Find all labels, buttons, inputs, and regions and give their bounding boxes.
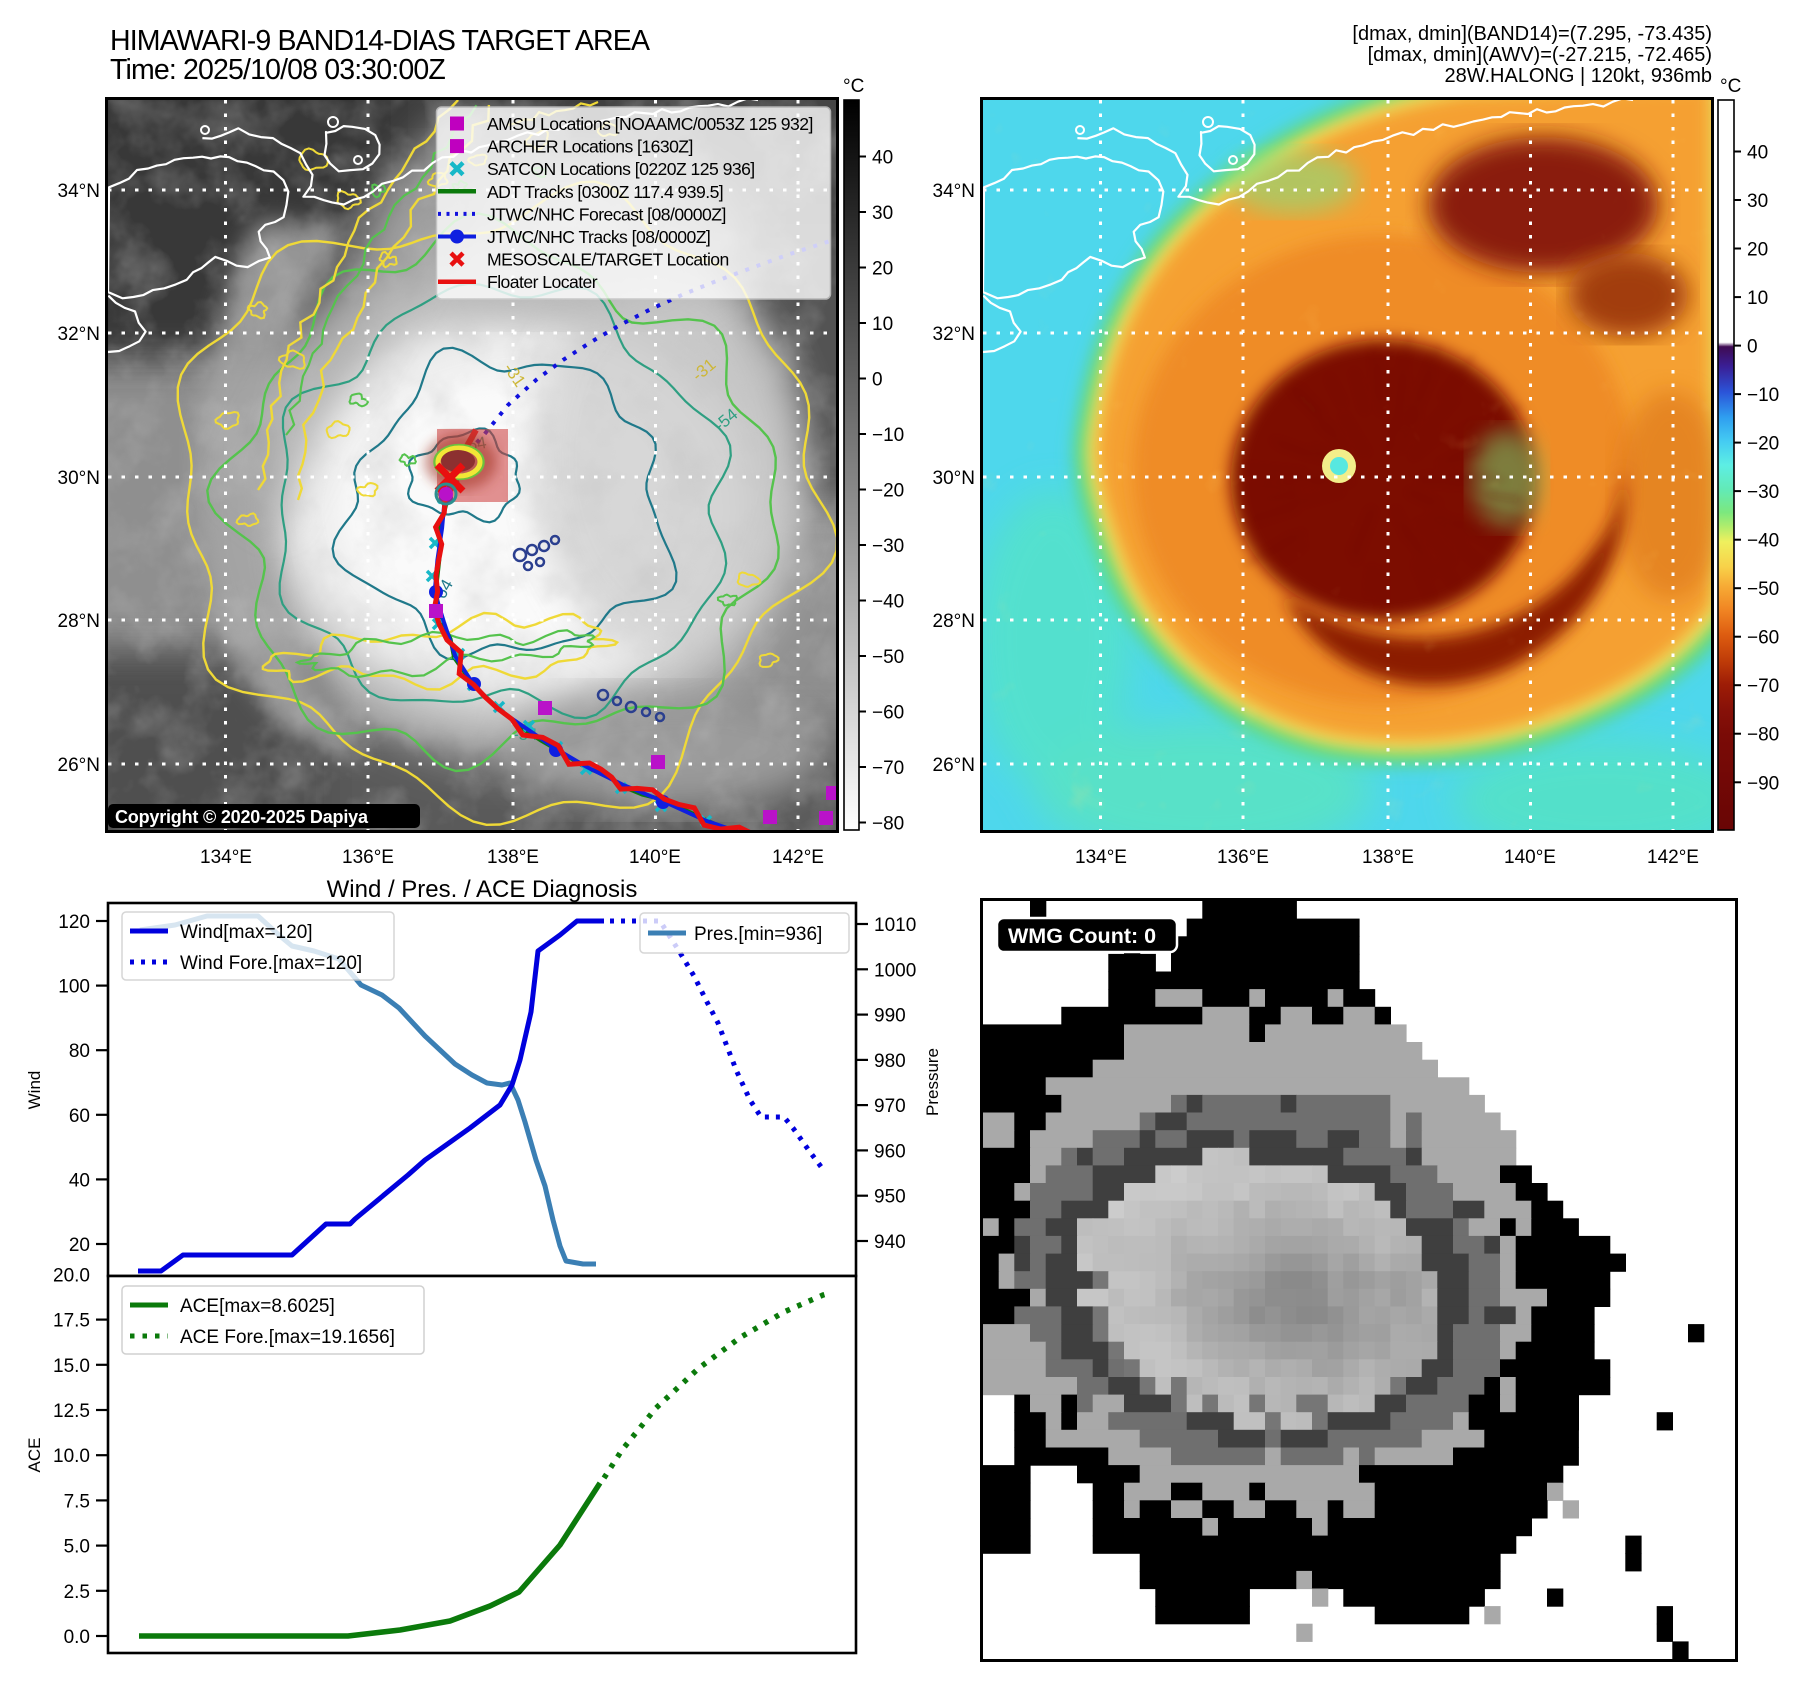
svg-text:−10: −10 [872, 425, 904, 446]
svg-text:136°E: 136°E [342, 847, 394, 868]
svg-text:ADT Tracks [0300Z 117.4 939.5]: ADT Tracks [0300Z 117.4 939.5] [487, 182, 723, 202]
svg-text:−50: −50 [1747, 579, 1779, 600]
svg-text:MESOSCALE/TARGET Location: MESOSCALE/TARGET Location [487, 250, 729, 270]
svg-text:32°N: 32°N [58, 324, 100, 345]
svg-text:34°N: 34°N [58, 181, 100, 202]
svg-text:−80: −80 [872, 814, 904, 835]
svg-text:26°N: 26°N [58, 755, 100, 776]
svg-text:17.5: 17.5 [53, 1311, 90, 1332]
svg-text:40: 40 [69, 1170, 90, 1191]
svg-text:Time: 2025/10/08 03:30:00Z: Time: 2025/10/08 03:30:00Z [110, 54, 445, 86]
svg-text:5.0: 5.0 [64, 1537, 90, 1558]
svg-text:7.5: 7.5 [64, 1491, 90, 1512]
svg-text:0: 0 [1747, 337, 1758, 358]
svg-text:140°E: 140°E [629, 847, 681, 868]
svg-text:Wind / Pres. / ACE Diagnosis: Wind / Pres. / ACE Diagnosis [327, 876, 638, 903]
svg-text:32°N: 32°N [933, 324, 975, 345]
svg-text:°C: °C [1720, 76, 1741, 97]
svg-text:−90: −90 [1747, 773, 1779, 794]
svg-text:−20: −20 [1747, 434, 1779, 455]
svg-text:Pressure: Pressure [923, 1048, 942, 1116]
svg-text:Copyright © 2020-2025 Dapiya: Copyright © 2020-2025 Dapiya [115, 807, 369, 827]
svg-text:140°E: 140°E [1504, 847, 1556, 868]
svg-text:134°E: 134°E [200, 847, 252, 868]
svg-text:Pres.[min=936]: Pres.[min=936] [694, 924, 822, 945]
svg-text:30: 30 [872, 203, 893, 224]
svg-text:10: 10 [872, 314, 893, 335]
svg-text:10: 10 [1747, 288, 1768, 309]
svg-text:Wind[max=120]: Wind[max=120] [180, 922, 313, 943]
svg-text:10.0: 10.0 [53, 1446, 90, 1467]
svg-text:20: 20 [69, 1235, 90, 1256]
svg-text:40: 40 [1747, 143, 1768, 164]
svg-text:−30: −30 [1747, 482, 1779, 503]
svg-text:−60: −60 [872, 703, 904, 724]
svg-text:ARCHER Locations [1630Z]: ARCHER Locations [1630Z] [487, 137, 693, 157]
svg-text:−50: −50 [872, 647, 904, 668]
svg-text:°C: °C [843, 76, 864, 97]
svg-text:Floater Locater: Floater Locater [487, 272, 598, 292]
svg-text:30°N: 30°N [58, 468, 100, 489]
svg-text:990: 990 [874, 1006, 906, 1027]
svg-text:28°N: 28°N [58, 611, 100, 632]
svg-text:[dmax, dmin](BAND14)=(7.295, -: [dmax, dmin](BAND14)=(7.295, -73.435) [1352, 23, 1712, 45]
svg-text:20: 20 [872, 259, 893, 280]
svg-text:142°E: 142°E [1647, 847, 1699, 868]
svg-text:0.0: 0.0 [64, 1627, 90, 1648]
svg-text:1010: 1010 [874, 915, 916, 936]
svg-text:138°E: 138°E [487, 847, 539, 868]
svg-text:ACE: ACE [25, 1438, 44, 1473]
svg-text:80: 80 [69, 1041, 90, 1062]
svg-text:980: 980 [874, 1051, 906, 1072]
svg-text:−10: −10 [1747, 385, 1779, 406]
svg-text:940: 940 [874, 1232, 906, 1253]
svg-text:138°E: 138°E [1362, 847, 1414, 868]
svg-text:960: 960 [874, 1141, 906, 1162]
svg-text:−70: −70 [872, 758, 904, 779]
svg-text:142°E: 142°E [772, 847, 824, 868]
svg-text:HIMAWARI-9 BAND14-DIAS TARGET: HIMAWARI-9 BAND14-DIAS TARGET AREA [110, 25, 650, 57]
svg-text:−60: −60 [1747, 628, 1779, 649]
svg-text:0: 0 [872, 370, 883, 391]
svg-text:JTWC/NHC Tracks [08/0000Z]: JTWC/NHC Tracks [08/0000Z] [487, 227, 710, 247]
svg-text:134°E: 134°E [1075, 847, 1127, 868]
svg-text:20.0: 20.0 [53, 1265, 90, 1286]
svg-text:1000: 1000 [874, 960, 916, 981]
svg-text:120: 120 [58, 912, 90, 933]
svg-text:28°N: 28°N [933, 611, 975, 632]
svg-text:−30: −30 [872, 536, 904, 557]
svg-text:−40: −40 [872, 592, 904, 613]
svg-text:30°N: 30°N [933, 468, 975, 489]
svg-text:Wind Fore.[max=120]: Wind Fore.[max=120] [180, 953, 362, 974]
svg-text:−20: −20 [872, 481, 904, 502]
svg-text:40: 40 [872, 148, 893, 169]
svg-text:WMG Count: 0: WMG Count: 0 [1008, 924, 1156, 948]
svg-text:Wind: Wind [25, 1071, 44, 1110]
svg-text:26°N: 26°N [933, 755, 975, 776]
svg-text:ACE[max=8.6025]: ACE[max=8.6025] [180, 1296, 335, 1317]
svg-text:34°N: 34°N [933, 181, 975, 202]
svg-text:2.5: 2.5 [64, 1582, 90, 1603]
svg-text:100: 100 [58, 977, 90, 998]
svg-text:30: 30 [1747, 191, 1768, 212]
svg-text:15.0: 15.0 [53, 1356, 90, 1377]
svg-text:−70: −70 [1747, 676, 1779, 697]
svg-text:20: 20 [1747, 240, 1768, 261]
svg-text:SATCON Locations [0220Z 125 93: SATCON Locations [0220Z 125 936] [487, 159, 755, 179]
svg-text:AMSU Locations [NOAAMC/0053Z 1: AMSU Locations [NOAAMC/0053Z 125 932] [487, 114, 813, 134]
svg-text:12.5: 12.5 [53, 1401, 90, 1422]
svg-text:60: 60 [69, 1106, 90, 1127]
svg-text:JTWC/NHC Forecast [08/0000Z]: JTWC/NHC Forecast [08/0000Z] [487, 204, 726, 224]
svg-text:−40: −40 [1747, 531, 1779, 552]
svg-text:970: 970 [874, 1096, 906, 1117]
svg-text:ACE Fore.[max=19.1656]: ACE Fore.[max=19.1656] [180, 1327, 395, 1348]
svg-text:136°E: 136°E [1217, 847, 1269, 868]
svg-text:−80: −80 [1747, 725, 1779, 746]
svg-text:[dmax, dmin](AWV)=(-27.215, -7: [dmax, dmin](AWV)=(-27.215, -72.465) [1368, 44, 1712, 66]
svg-text:28W.HALONG | 120kt, 936mb: 28W.HALONG | 120kt, 936mb [1444, 65, 1712, 87]
svg-text:950: 950 [874, 1187, 906, 1208]
